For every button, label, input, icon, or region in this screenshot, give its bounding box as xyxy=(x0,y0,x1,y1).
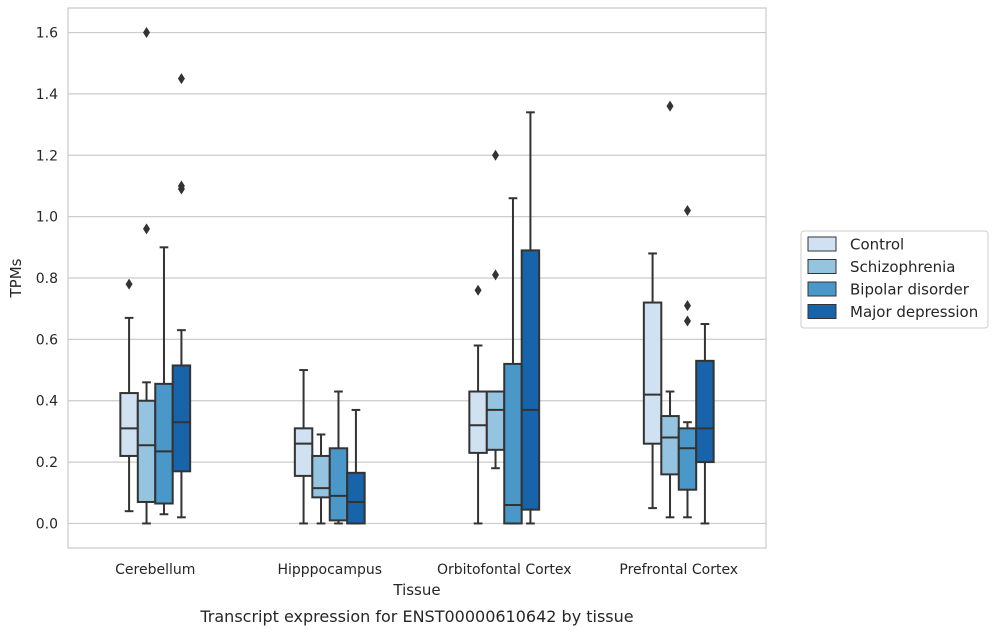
outlier-point xyxy=(177,73,185,85)
box-body xyxy=(311,454,331,499)
x-tick-label: Hipppocampus xyxy=(277,562,382,578)
box-body xyxy=(328,447,349,522)
box-bipolar-disorder xyxy=(677,205,698,519)
x-tick-labels: Cerebellum Hipppocampus Orbitofontal Corte… xyxy=(115,562,738,578)
legend-label: Bipolar disorder xyxy=(850,281,970,299)
outlier-point xyxy=(666,100,674,112)
outlier-point xyxy=(143,223,151,235)
chart-caption: Transcript expression for ENST0000061064… xyxy=(199,607,633,626)
box-body xyxy=(468,390,488,454)
outlier-point xyxy=(492,149,500,161)
box-control xyxy=(119,278,139,513)
box-major-depression xyxy=(520,111,541,525)
box-control xyxy=(642,252,663,510)
legend-label: Major depression xyxy=(850,303,978,321)
y-tick-label: 0.0 xyxy=(36,516,58,532)
box-body xyxy=(154,382,174,505)
y-tick-label: 1.6 xyxy=(36,26,58,42)
y-tick-label: 0.6 xyxy=(36,332,58,348)
legend-swatch xyxy=(807,304,837,319)
box-body xyxy=(695,359,715,464)
legend-swatch xyxy=(807,236,837,252)
box-body xyxy=(171,364,192,473)
legend-frame xyxy=(800,230,989,329)
y-tick-label: 0.8 xyxy=(36,271,58,287)
outlier-point xyxy=(474,284,482,296)
y-tick-label: 1.4 xyxy=(36,87,58,103)
box-body xyxy=(660,415,680,476)
legend-label: Control xyxy=(850,236,904,254)
outlier-point xyxy=(125,278,133,290)
legend: Control Schizophrenia Bipolar disorder Majo… xyxy=(800,230,989,329)
y-tick-label: 0.2 xyxy=(36,455,58,471)
box-body xyxy=(293,427,314,477)
box-body xyxy=(503,362,523,525)
box-body xyxy=(520,249,541,511)
x-tick-label: Cerebellum xyxy=(115,562,195,578)
box-body xyxy=(642,301,663,445)
y-tick-label: 0.4 xyxy=(36,394,58,410)
box-body xyxy=(119,392,139,457)
y-tick-labels: 0.0 0.2 0.4 0.6 0.8 1.0 1.2 1.4 1.6 xyxy=(36,26,58,533)
legend-label: Schizophrenia xyxy=(850,258,955,276)
x-axis-label: Tissue xyxy=(392,581,440,599)
box-body xyxy=(485,390,506,451)
outlier-point xyxy=(683,315,691,327)
x-tick-label: Orbitofontal Cortex xyxy=(437,562,572,578)
outlier-point xyxy=(177,180,185,192)
boxes xyxy=(119,27,715,525)
box-schizophrenia xyxy=(136,27,157,525)
box-major-depression xyxy=(695,323,715,525)
outlier-point xyxy=(143,27,151,39)
outlier-point xyxy=(492,269,500,281)
outlier-point xyxy=(683,205,691,216)
box-body xyxy=(346,471,366,525)
box-schizophrenia xyxy=(660,100,680,519)
box-major-depression xyxy=(346,408,366,525)
box-body xyxy=(136,399,157,503)
y-tick-label: 1.0 xyxy=(36,210,58,226)
legend-swatch xyxy=(807,259,837,274)
x-tick-label: Prefrontal Cortex xyxy=(619,562,738,578)
box-body xyxy=(677,427,698,491)
legend-swatch xyxy=(807,281,837,297)
y-tick-label: 1.2 xyxy=(36,148,58,164)
box-major-depression xyxy=(171,73,192,519)
y-axis-label: TPMs xyxy=(7,258,25,298)
outlier-point xyxy=(683,300,691,312)
box-control xyxy=(293,369,314,525)
